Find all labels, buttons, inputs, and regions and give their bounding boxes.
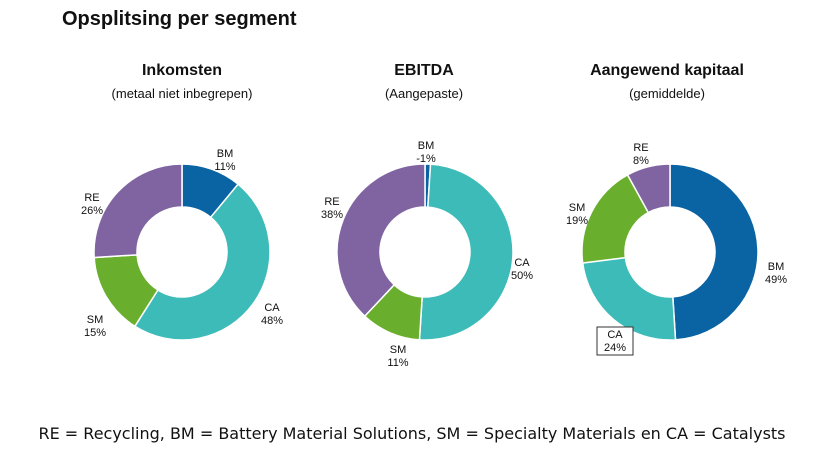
slice-category-2-bm: BM xyxy=(768,261,785,273)
slice-value-1-ca: 50% xyxy=(511,270,533,282)
slice-value-0-re: 26% xyxy=(81,205,103,217)
slice-value-1-sm: 11% xyxy=(387,357,408,369)
slice-value-2-ca: 24% xyxy=(604,342,626,354)
slice-0-ca xyxy=(133,183,271,341)
chart-title-kapitaal: Aangewend kapitaal xyxy=(590,62,744,79)
slice-value-1-re: 38% xyxy=(321,209,343,221)
slice-category-0-ca: CA xyxy=(264,302,280,314)
chart-subtitle-kapitaal: (gemiddelde) xyxy=(629,86,705,101)
donut-charts: BM11%CA48%SM15%RE26%BM-1%CA50%SM11%RE38%… xyxy=(81,140,787,369)
slice-category-2-ca: CA xyxy=(607,329,623,341)
slice-value-2-sm: 19% xyxy=(566,215,588,227)
chart-subtitle-ebitda: (Aangepaste) xyxy=(384,86,464,101)
slice-2-bm xyxy=(669,163,759,341)
slice-category-1-sm: SM xyxy=(390,344,407,356)
slice-category-0-sm: SM xyxy=(87,314,104,326)
slice-value-2-re: 8% xyxy=(633,155,649,167)
slice-category-1-re: RE xyxy=(324,196,339,208)
slice-1-ca xyxy=(418,163,514,341)
slice-category-0-re: RE xyxy=(84,192,99,204)
slice-value-0-sm: 15% xyxy=(84,327,106,339)
slice-value-2-bm: 49% xyxy=(765,274,787,286)
slice-value-0-bm: 11% xyxy=(214,161,235,173)
footnote: RE = Recycling, BM = Battery Material So… xyxy=(38,424,786,443)
slice-label-1-bm: BM-1% xyxy=(416,140,436,165)
slice-value-0-ca: 48% xyxy=(261,315,283,327)
chart-title-inkomsten: Inkomsten xyxy=(141,62,222,79)
slice-value-1-bm: -1% xyxy=(416,153,436,165)
slice-0-re xyxy=(93,163,183,259)
slice-category-1-bm: BM xyxy=(418,140,435,152)
chart-title-ebitda: EBITDA xyxy=(394,62,454,79)
slice-category-1-ca: CA xyxy=(514,257,530,269)
slice-1-re xyxy=(336,163,426,318)
slice-label-box-2-ca xyxy=(596,326,634,356)
slice-category-0-bm: BM xyxy=(217,148,234,160)
slice-label-2-re: RE8% xyxy=(633,142,649,167)
slice-2-re xyxy=(626,163,671,214)
chart-subtitle-inkomsten: (metaal niet inbegrepen) xyxy=(111,86,253,101)
page-title: Opsplitsing per segment xyxy=(62,8,297,30)
slice-category-2-re: RE xyxy=(633,142,648,154)
slice-category-2-sm: SM xyxy=(569,202,586,214)
